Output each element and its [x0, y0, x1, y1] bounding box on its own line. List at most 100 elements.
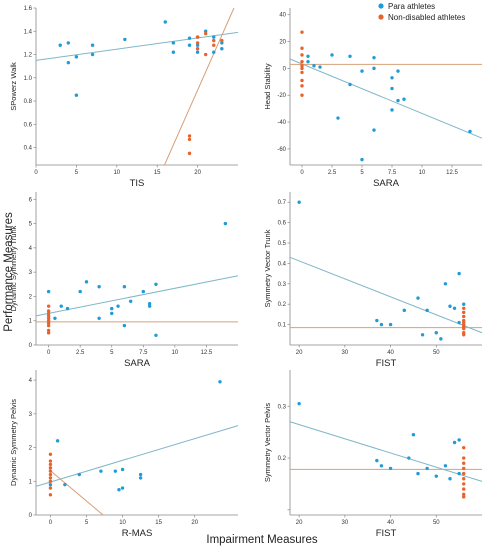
point-para	[128, 299, 133, 303]
point-para	[66, 41, 71, 45]
point-para	[330, 53, 334, 57]
legend-label-para: Para athletes	[388, 2, 435, 11]
legend-marker-para	[378, 3, 384, 9]
x-tick-label: 12.5	[201, 350, 213, 356]
y-axis-label: Dynamic Symmetry Pelvis	[9, 399, 18, 486]
point-para	[97, 316, 101, 320]
point-para	[306, 59, 310, 64]
y-tick-label: 2	[29, 446, 33, 452]
chart-panel-1: 0 5 10 15 20 0.4 0.6 0.8 1.0 1.2 1.4 1.6 TIS SPowerz …	[9, 6, 239, 189]
point-para	[375, 458, 379, 463]
legend-label-non-disabled: Non-disabled athletes	[388, 13, 465, 22]
point-para	[203, 29, 208, 33]
point-para	[212, 35, 216, 39]
point-para	[187, 36, 192, 40]
point-para	[375, 318, 379, 323]
point-para	[443, 464, 448, 468]
point-non-disabled	[48, 459, 53, 463]
point-non-disabled	[300, 46, 304, 50]
point-para	[120, 467, 125, 472]
point-para	[396, 69, 400, 73]
point-para	[195, 50, 200, 54]
y-tick-label: 0.6	[24, 122, 33, 128]
point-non-disabled	[46, 331, 51, 335]
point-non-disabled	[48, 466, 53, 470]
point-para	[74, 93, 79, 97]
point-non-disabled	[300, 66, 304, 71]
x-tick-label: 5	[85, 520, 89, 526]
point-para	[372, 128, 376, 132]
point-para	[223, 221, 228, 226]
point-non-disabled	[462, 306, 466, 310]
x-tick-label: 15	[155, 520, 162, 526]
y-tick-label: 0.4	[24, 146, 33, 152]
y-tick-label: 0.1	[278, 323, 287, 329]
point-para	[420, 333, 425, 337]
y-tick-label: -20	[277, 93, 286, 99]
figure-xlabel: Impairment Measures	[206, 534, 317, 546]
point-para	[297, 200, 301, 204]
y-tick-label: -60	[277, 147, 286, 153]
x-tick-label: 7.5	[388, 170, 397, 176]
x-axis-label: FIST	[376, 528, 397, 539]
x-tick-label: 40	[387, 520, 394, 526]
point-para	[154, 333, 158, 337]
y-tick-label: 3	[29, 412, 33, 418]
point-non-disabled	[212, 43, 216, 47]
figure-ylabel: Performance Measures	[3, 212, 15, 332]
point-para	[65, 306, 70, 311]
fit-line-non-disabled	[164, 7, 235, 166]
point-para	[138, 472, 143, 477]
point-para	[396, 98, 400, 103]
x-axis-label: SARA	[373, 178, 400, 189]
fit-line-non-disabled	[48, 469, 104, 516]
x-tick-label: 2.5	[76, 350, 85, 356]
point-para	[297, 401, 301, 406]
point-para	[452, 440, 457, 445]
point-non-disabled	[462, 487, 466, 491]
point-non-disabled	[300, 78, 304, 83]
x-tick-label: 20	[296, 520, 303, 526]
point-non-disabled	[462, 477, 466, 481]
point-para	[90, 52, 95, 57]
x-tick-label: 10	[113, 170, 120, 176]
point-non-disabled	[48, 479, 53, 483]
point-non-disabled	[300, 30, 304, 34]
x-tick-label: 50	[433, 350, 440, 356]
point-para	[116, 304, 120, 308]
x-tick-label: 0	[47, 350, 51, 356]
point-para	[306, 54, 310, 59]
point-para	[113, 469, 118, 473]
point-para	[434, 474, 438, 478]
point-para	[84, 280, 89, 284]
point-para	[147, 302, 152, 306]
point-para	[78, 289, 82, 294]
point-para	[99, 469, 103, 473]
point-para	[147, 304, 152, 308]
point-para	[372, 55, 376, 60]
point-non-disabled	[300, 70, 304, 75]
point-para	[66, 60, 71, 65]
point-non-disabled	[195, 35, 200, 39]
x-tick-label: 30	[342, 520, 349, 526]
point-non-disabled	[462, 495, 466, 499]
x-tick-label: 5	[360, 170, 364, 176]
y-axis-label: Head Stability	[263, 63, 272, 110]
point-para	[53, 316, 57, 320]
y-tick-label: 4	[29, 378, 33, 384]
point-para	[122, 285, 127, 289]
y-tick-label: 2	[29, 294, 33, 300]
chart-panel-4: 20 30 40 50 0.1 0.2 0.3 0.4 0.5 0.6 0.7 FIST Symmetr…	[263, 192, 483, 369]
fit-line-para	[289, 256, 483, 334]
point-para	[220, 41, 224, 45]
y-tick-label: 1	[29, 479, 33, 485]
point-non-disabled	[46, 309, 51, 313]
point-para	[402, 97, 406, 101]
point-para	[372, 66, 376, 71]
chart-panel-6: 20 30 40 50 0.2 0.3 FIST Symmetry Vector Pelvis	[263, 370, 483, 539]
point-non-disabled	[462, 461, 466, 465]
point-non-disabled	[300, 59, 304, 64]
x-tick-label: 20	[296, 350, 303, 356]
x-tick-label: 5	[110, 350, 114, 356]
